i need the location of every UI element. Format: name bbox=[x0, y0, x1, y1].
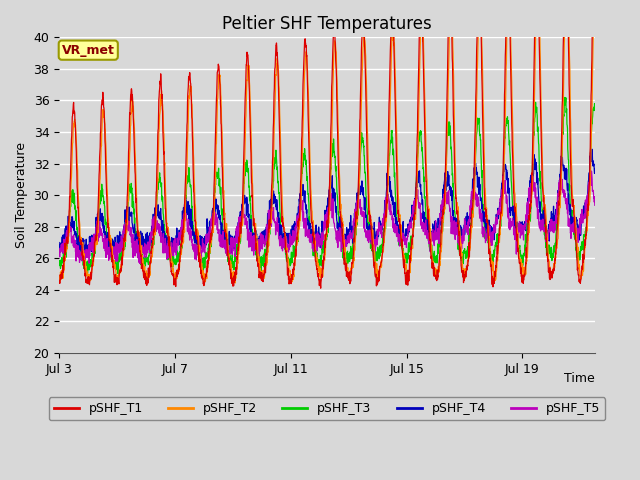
Legend: pSHF_T1, pSHF_T2, pSHF_T3, pSHF_T4, pSHF_T5: pSHF_T1, pSHF_T2, pSHF_T3, pSHF_T4, pSHF… bbox=[49, 397, 605, 420]
Y-axis label: Soil Temperature: Soil Temperature bbox=[15, 142, 28, 248]
Text: VR_met: VR_met bbox=[62, 44, 115, 57]
Text: Time: Time bbox=[564, 372, 595, 385]
Title: Peltier SHF Temperatures: Peltier SHF Temperatures bbox=[222, 15, 432, 33]
